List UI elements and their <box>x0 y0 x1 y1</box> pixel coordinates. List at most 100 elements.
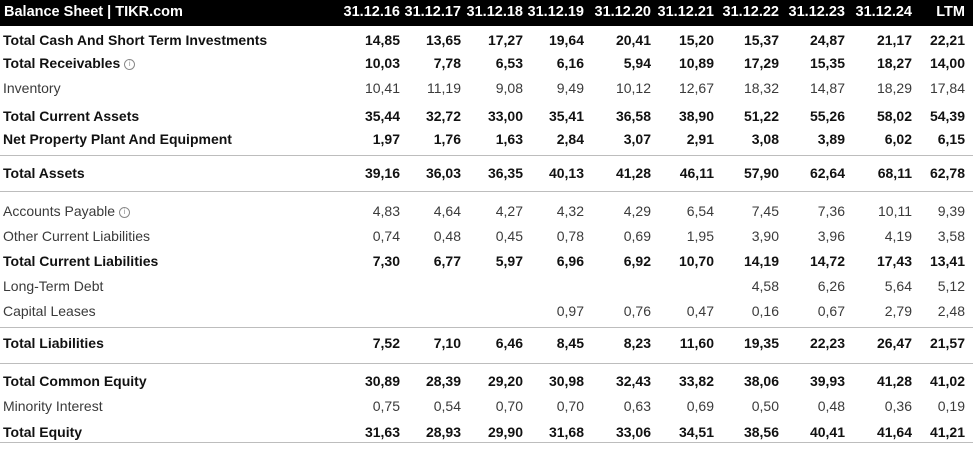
cell-value: 36,58 <box>615 108 651 124</box>
cell-value: 9,49 <box>556 80 584 96</box>
table-row: Total Receivables i 10,03 7,78 6,53 6,16 5,94 1… <box>0 52 973 74</box>
cell-value: 32,72 <box>425 108 461 124</box>
cell-value: 3,08 <box>751 131 779 147</box>
row-label-text: Capital Leases <box>3 303 96 319</box>
cell-value: 33,06 <box>615 424 651 440</box>
cell-value: 0,74 <box>372 228 400 244</box>
cell-value: 0,70 <box>495 398 523 414</box>
row-label-text: Accounts Payable <box>3 203 116 219</box>
cell-value: 0,50 <box>751 398 779 414</box>
row-label: Total Receivables i <box>3 55 136 71</box>
cell-value: 0,67 <box>817 303 845 319</box>
cell-value: 21,57 <box>929 335 965 351</box>
cell-value: 17,27 <box>487 32 523 48</box>
row-label-text: Total Common Equity <box>3 373 147 389</box>
table-row: Total Current Assets 35,44 32,72 33,00 35,41… <box>0 105 973 127</box>
cell-value: 20,41 <box>615 32 651 48</box>
cell-value: 4,58 <box>751 278 779 294</box>
cell-value: 14,87 <box>809 80 845 96</box>
cell-value: 2,84 <box>556 131 584 147</box>
cell-value: 39,16 <box>364 165 400 181</box>
cell-value: 10,70 <box>678 253 714 269</box>
cell-value: 9,08 <box>495 80 523 96</box>
cell-value: 4,32 <box>556 203 584 219</box>
info-circle-icon[interactable]: i <box>119 207 131 218</box>
cell-value: 15,37 <box>743 32 779 48</box>
row-divider <box>0 191 973 192</box>
cell-value: 28,39 <box>425 373 461 389</box>
table-row: Total Liabilities 7,52 7,10 6,46 8,45 8,23 11,… <box>0 332 973 354</box>
cell-value: 18,32 <box>743 80 779 96</box>
cell-value: 10,11 <box>878 203 912 219</box>
cell-value: 0,97 <box>556 303 584 319</box>
cell-value: 62,64 <box>809 165 845 181</box>
cell-value: 0,78 <box>556 228 584 244</box>
row-label: Long-Term Debt <box>3 278 103 294</box>
cell-value: 2,48 <box>937 303 965 319</box>
cell-value: 3,89 <box>817 131 845 147</box>
cell-value: 12,67 <box>678 80 714 96</box>
cell-value: 58,02 <box>876 108 912 124</box>
row-divider <box>0 327 973 328</box>
cell-value: 6,92 <box>623 253 651 269</box>
cell-value: 6,02 <box>884 131 912 147</box>
cell-value: 54,39 <box>929 108 965 124</box>
row-label: Accounts Payable i <box>3 203 131 219</box>
column-header: 31.12.20 <box>594 4 651 20</box>
cell-value: 0,69 <box>686 398 714 414</box>
row-label: Capital Leases <box>3 303 96 319</box>
cell-value: 18,29 <box>876 80 912 96</box>
cell-value: 6,15 <box>937 131 965 147</box>
table-title: Balance Sheet | TIKR.com <box>4 4 183 20</box>
cell-value: 19,35 <box>743 335 779 351</box>
row-label-text: Total Assets <box>3 165 85 181</box>
cell-value: 10,03 <box>364 55 400 71</box>
cell-value: 46,11 <box>679 165 714 181</box>
table-header: Balance Sheet | TIKR.com 31.12.16 31.12.… <box>0 0 973 26</box>
cell-value: 6,96 <box>556 253 584 269</box>
row-label-text: Net Property Plant And Equipment <box>3 131 232 147</box>
cell-value: 68,11 <box>877 165 912 181</box>
row-divider <box>0 363 973 364</box>
row-label: Total Current Assets <box>3 108 139 124</box>
cell-value: 1,63 <box>495 131 523 147</box>
cell-value: 3,90 <box>751 228 779 244</box>
column-header: 31.12.22 <box>722 4 779 20</box>
cell-value: 7,45 <box>751 203 779 219</box>
cell-value: 31,63 <box>364 424 400 440</box>
cell-value: 5,64 <box>884 278 912 294</box>
cell-value: 6,26 <box>817 278 845 294</box>
row-label-text: Total Liabilities <box>3 335 104 351</box>
cell-value: 4,19 <box>884 228 912 244</box>
cell-value: 38,56 <box>743 424 779 440</box>
row-label: Other Current Liabilities <box>3 228 150 244</box>
table-row: Accounts Payable i 4,83 4,64 4,27 4,32 4,29 6,5… <box>0 200 973 222</box>
cell-value: 0,16 <box>751 303 779 319</box>
cell-value: 15,20 <box>678 32 714 48</box>
cell-value: 7,36 <box>817 203 845 219</box>
info-circle-icon[interactable]: i <box>124 59 136 70</box>
table-row: Total Equity 31,63 28,93 29,90 31,68 33,06 34,… <box>0 421 973 443</box>
cell-value: 3,07 <box>623 131 651 147</box>
cell-value: 14,85 <box>364 32 400 48</box>
cell-value: 17,29 <box>743 55 779 71</box>
cell-value: 6,77 <box>433 253 461 269</box>
row-label: Total Current Liabilities <box>3 253 158 269</box>
cell-value: 22,21 <box>929 32 965 48</box>
cell-value: 39,93 <box>809 373 845 389</box>
column-header: 31.12.24 <box>855 4 912 20</box>
cell-value: 9,39 <box>937 203 965 219</box>
row-label: Total Equity <box>3 424 82 440</box>
column-header: 31.12.21 <box>657 4 714 20</box>
cell-value: 2,91 <box>686 131 714 147</box>
cell-value: 0,48 <box>433 228 461 244</box>
cell-value: 7,78 <box>433 55 461 71</box>
table-row: Total Cash And Short Term Investments 14,… <box>0 29 973 51</box>
row-label-text: Other Current Liabilities <box>3 228 151 244</box>
cell-value: 14,19 <box>743 253 779 269</box>
cell-value: 4,27 <box>495 203 523 219</box>
cell-value: 35,44 <box>364 108 400 124</box>
table-row: Total Common Equity 30,89 28,39 29,20 30,98 3… <box>0 370 973 392</box>
cell-value: 0,69 <box>623 228 651 244</box>
cell-value: 2,79 <box>884 303 912 319</box>
